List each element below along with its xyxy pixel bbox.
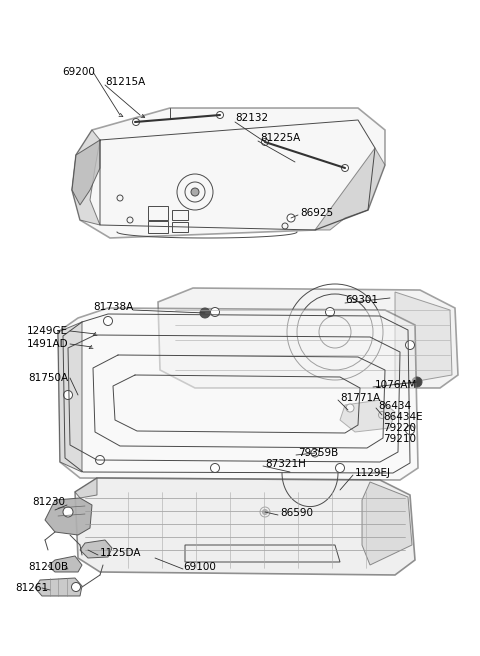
Circle shape (104, 316, 112, 325)
Circle shape (346, 404, 354, 412)
Polygon shape (362, 482, 412, 565)
Text: 79359B: 79359B (298, 448, 338, 458)
Circle shape (341, 165, 348, 171)
Polygon shape (75, 478, 97, 498)
Text: 86434E: 86434E (383, 412, 422, 422)
Polygon shape (58, 322, 82, 472)
Text: 86590: 86590 (280, 508, 313, 518)
Circle shape (325, 308, 335, 316)
Circle shape (216, 112, 224, 119)
Circle shape (132, 119, 140, 125)
Polygon shape (48, 556, 82, 572)
Text: 81225A: 81225A (260, 133, 300, 143)
Circle shape (406, 340, 415, 350)
Circle shape (262, 138, 268, 146)
Circle shape (260, 507, 270, 517)
Text: 81230: 81230 (32, 497, 65, 507)
Text: 86925: 86925 (300, 208, 333, 218)
Circle shape (311, 449, 319, 457)
Circle shape (211, 308, 219, 316)
Text: 81771A: 81771A (340, 393, 380, 403)
Circle shape (287, 214, 295, 222)
Circle shape (406, 426, 415, 434)
Text: 81215A: 81215A (105, 77, 145, 87)
Polygon shape (75, 478, 415, 575)
Polygon shape (72, 108, 385, 238)
Text: 87321H: 87321H (265, 459, 306, 469)
Circle shape (63, 390, 72, 400)
Text: 81738A: 81738A (93, 302, 133, 312)
Text: 79210: 79210 (383, 434, 416, 444)
Text: 81210B: 81210B (28, 562, 68, 572)
Polygon shape (315, 148, 385, 230)
Circle shape (200, 308, 210, 318)
Text: 81261: 81261 (15, 583, 48, 593)
Text: 69200: 69200 (62, 67, 95, 77)
Polygon shape (72, 130, 100, 225)
Circle shape (96, 455, 105, 464)
Text: 82132: 82132 (235, 113, 268, 123)
Polygon shape (72, 140, 100, 205)
Polygon shape (395, 292, 452, 385)
Text: 1491AD: 1491AD (26, 339, 68, 349)
Text: 81750A: 81750A (28, 373, 68, 383)
Polygon shape (158, 288, 458, 388)
Text: 69301: 69301 (345, 295, 378, 305)
Circle shape (211, 464, 219, 472)
Text: 69100: 69100 (183, 562, 216, 572)
Polygon shape (58, 308, 418, 480)
Circle shape (72, 583, 81, 592)
Text: 1125DA: 1125DA (100, 548, 142, 558)
Text: 1129EJ: 1129EJ (355, 468, 391, 478)
Polygon shape (80, 540, 112, 558)
Polygon shape (35, 578, 82, 596)
Circle shape (63, 507, 73, 517)
Circle shape (336, 464, 345, 472)
Text: 86434: 86434 (378, 401, 411, 411)
Circle shape (412, 377, 422, 387)
Text: 1249GE: 1249GE (27, 326, 68, 336)
Text: 79220: 79220 (383, 423, 416, 433)
Circle shape (263, 510, 267, 514)
Circle shape (191, 188, 199, 196)
Polygon shape (45, 498, 92, 535)
Text: 1076AM: 1076AM (375, 380, 418, 390)
Polygon shape (340, 400, 395, 432)
